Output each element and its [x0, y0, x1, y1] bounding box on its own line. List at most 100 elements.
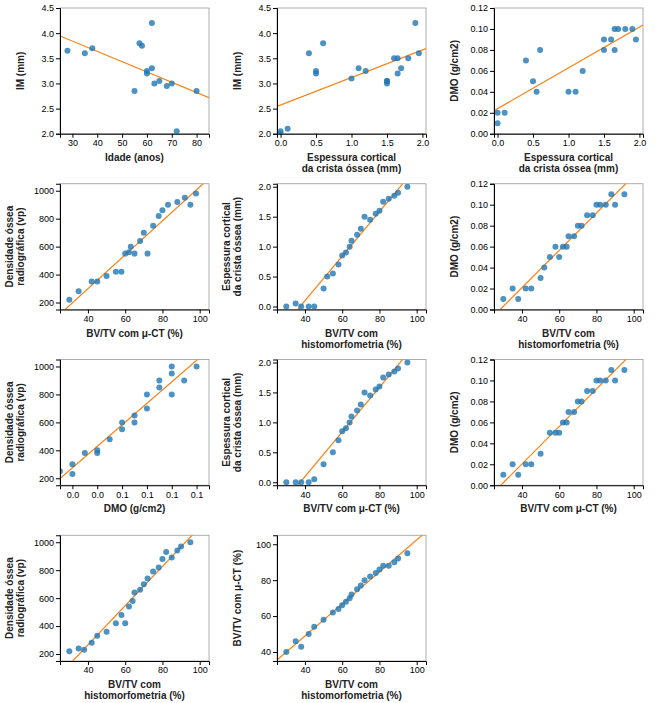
- y-tick-mark: [490, 92, 494, 93]
- marks: [277, 360, 426, 486]
- y-tick-mark: [56, 8, 60, 9]
- y-tick-mark: [490, 29, 494, 30]
- point: [193, 191, 199, 197]
- point: [573, 89, 579, 95]
- x-tick-label: 40: [83, 665, 93, 675]
- point: [343, 250, 349, 256]
- y-axis-title: DMO (g/cm2): [449, 40, 460, 102]
- x-tick: 60: [142, 134, 152, 148]
- y-tick-mark: [56, 478, 60, 479]
- y-axis-title: IM (mm): [15, 52, 26, 90]
- y-tick-label: 400: [39, 446, 54, 456]
- y-axis-title: Espessura corticalda crista óssea (mm): [221, 373, 243, 473]
- x-tick-label: 1.0: [346, 138, 359, 148]
- y-tick: 3.0: [41, 79, 60, 89]
- y-tick-mark: [490, 380, 494, 381]
- x-tick: 0.1: [166, 485, 179, 499]
- y-axis-title-line: Densidade óssea: [4, 381, 15, 463]
- y-tick: 4.0: [41, 29, 60, 39]
- x-tick-label: 60: [142, 138, 152, 148]
- x-tick-label: 60: [555, 314, 565, 324]
- y-axis-title-line: DMO (g/cm2): [449, 216, 460, 278]
- point: [564, 419, 570, 425]
- y-tick-label: 2.5: [258, 104, 271, 114]
- y-tick-mark: [490, 289, 494, 290]
- y-tick-mark: [273, 33, 277, 34]
- y-tick: 40: [261, 647, 277, 657]
- x-axis-title: BV/TV comhistomorfometria (%): [518, 328, 619, 350]
- x-tick-label: 100: [627, 314, 642, 324]
- point: [182, 195, 188, 201]
- point: [608, 36, 614, 42]
- y-tick-mark: [273, 362, 277, 363]
- y-tick: 0.06: [470, 66, 494, 76]
- y-tick: 0.12: [470, 179, 494, 189]
- x-tick-label: 60: [121, 665, 131, 675]
- x-axis-title-line: BV/TV com μ-CT (%): [86, 328, 183, 339]
- marks: [60, 535, 209, 661]
- x-tick-label: 40: [300, 314, 310, 324]
- point: [141, 581, 147, 587]
- panel: 406080100406080100BV/TV comhistomorfomet…: [232, 532, 427, 701]
- y-tick-label: 400: [39, 621, 54, 631]
- y-axis-line: [273, 184, 278, 310]
- x-axis: 0.00.51.01.52.0: [492, 134, 646, 148]
- plot-frame: [277, 360, 426, 486]
- y-tick-label: 600: [39, 242, 54, 252]
- point: [89, 640, 95, 646]
- point: [376, 383, 382, 389]
- point: [144, 70, 150, 76]
- point: [89, 45, 95, 51]
- point: [169, 370, 175, 376]
- point: [597, 202, 603, 208]
- y-axis-line: [273, 536, 278, 662]
- y-tick-mark: [490, 226, 494, 227]
- point: [530, 78, 536, 84]
- y-tick-label: 0.06: [470, 66, 488, 76]
- plot-frame: [277, 535, 426, 661]
- y-tick-label: 4.5: [258, 3, 271, 13]
- point: [122, 620, 128, 626]
- x-tick-label: 40: [517, 314, 527, 324]
- y-axis-title-line: radiográfica (vp): [15, 383, 26, 461]
- y-axis-line: [490, 360, 495, 486]
- point: [104, 273, 110, 279]
- y-tick-mark: [56, 570, 60, 571]
- y-tick-mark: [490, 310, 494, 311]
- x-axis-title-line: BV/TV com: [325, 679, 378, 690]
- point: [621, 191, 627, 197]
- regression-line: [277, 535, 426, 660]
- point: [330, 449, 336, 455]
- point: [313, 70, 319, 76]
- point: [132, 412, 138, 418]
- point: [149, 65, 155, 71]
- y-tick-mark: [273, 134, 277, 135]
- x-tick: 40: [300, 661, 310, 675]
- y-tick-label: 4.5: [41, 3, 54, 13]
- x-tick-label: 100: [410, 490, 425, 500]
- point: [580, 68, 586, 74]
- y-tick-mark: [273, 187, 277, 188]
- y-tick-mark: [273, 392, 277, 393]
- y-tick: 0.0: [258, 302, 277, 312]
- point: [181, 377, 187, 383]
- point: [69, 471, 75, 477]
- plot-frame: [277, 184, 426, 310]
- y-tick-mark: [56, 58, 60, 59]
- y-axis-title: Densidade óssearadiográfica (vp): [4, 557, 26, 639]
- x-axis-title: BV/TV com μ-CT (%): [520, 503, 617, 514]
- x-tick: 100: [193, 661, 208, 675]
- point: [163, 549, 169, 555]
- panel: 4060801000.000.020.040.060.080.100.12BV/…: [449, 342, 644, 514]
- x-tick-label: 40: [83, 314, 93, 324]
- y-tick: 100: [256, 540, 277, 550]
- point: [321, 461, 327, 467]
- y-tick-mark: [490, 50, 494, 51]
- y-axis-title-line: DMO (g/cm2): [449, 40, 460, 102]
- y-tick: 600: [39, 594, 60, 604]
- y-tick: 0.06: [470, 242, 494, 252]
- x-tick: 100: [410, 485, 425, 499]
- y-axis-title: Densidade óssearadiográfica (vp): [4, 205, 26, 287]
- plot-frame: [494, 360, 643, 486]
- point: [76, 645, 82, 651]
